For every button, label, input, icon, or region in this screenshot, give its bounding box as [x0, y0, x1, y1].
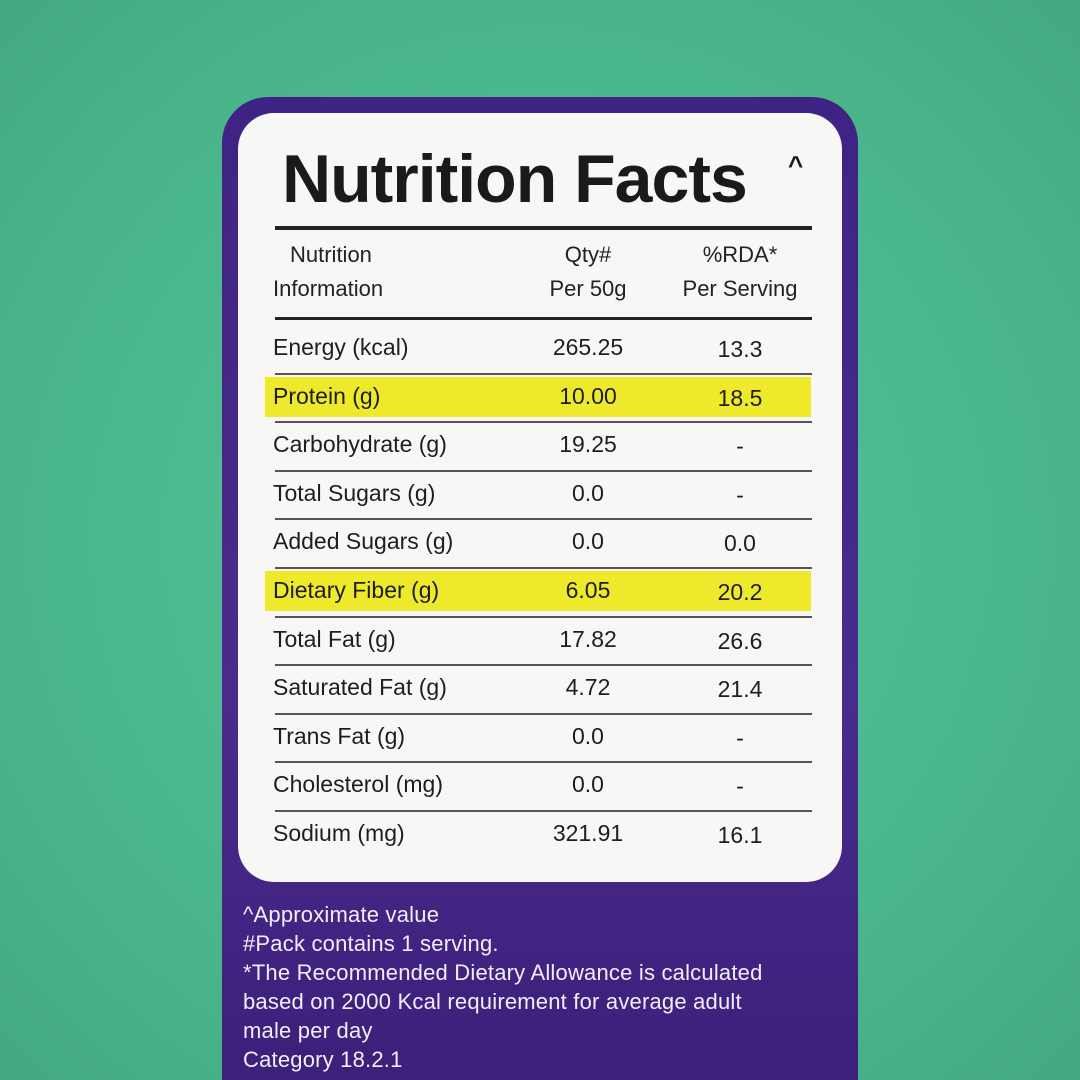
row-rule	[275, 372, 812, 375]
rda: 26.6	[717, 627, 763, 654]
title-mark: ^	[788, 150, 804, 180]
qty: 6.05	[565, 577, 611, 603]
highlight	[265, 376, 811, 417]
header-cell: Nutrition	[290, 242, 372, 267]
qty: 17.82	[559, 625, 617, 652]
row-rule	[275, 761, 812, 764]
rda: 16.1	[717, 822, 763, 848]
header-rule	[275, 317, 812, 320]
nutrient: Protein (g)	[273, 382, 381, 409]
footnote: *The Recommended Dietary Allowance is ca…	[243, 960, 763, 985]
rda: 21.4	[717, 676, 763, 703]
nutrient: Carbohydrate (g)	[273, 431, 447, 458]
nutrient: Energy (kcal)	[273, 334, 409, 360]
rda: -	[736, 773, 744, 800]
footnote: #Pack contains 1 serving.	[243, 931, 499, 956]
footnote: male per day	[243, 1018, 373, 1043]
nutrient: Trans Fat (g)	[273, 722, 406, 749]
row-rule	[275, 469, 812, 472]
highlight	[265, 571, 811, 611]
header-cell: Qty#	[564, 242, 612, 267]
rda: 0.0	[724, 530, 756, 557]
nutrient: Sodium (mg)	[273, 820, 405, 846]
row-rule	[275, 518, 812, 521]
nutrient: Dietary Fiber (g)	[273, 577, 440, 603]
footnote: based on 2000 Kcal requirement for avera…	[243, 989, 742, 1014]
row-rule	[275, 421, 812, 424]
rda: 18.5	[717, 384, 763, 411]
rda: -	[736, 724, 744, 751]
header-cell: %RDA*	[702, 242, 778, 267]
header-cell: Per 50g	[549, 276, 627, 301]
row-rule	[275, 567, 812, 569]
nutrient: Cholesterol (mg)	[273, 771, 443, 798]
qty: 0.0	[572, 771, 604, 798]
qty: 0.0	[572, 722, 604, 749]
row-rule	[275, 664, 812, 667]
nutrient: Total Fat (g)	[273, 625, 396, 652]
row-rule	[275, 615, 812, 618]
rda: -	[736, 481, 744, 508]
qty: 0.0	[572, 528, 604, 555]
title-rule	[275, 226, 812, 230]
rda: 20.2	[717, 579, 763, 605]
qty: 321.91	[552, 820, 624, 846]
label-card	[238, 113, 842, 882]
qty: 4.72	[565, 674, 611, 701]
row-rule	[275, 810, 812, 812]
qty: 10.00	[559, 382, 617, 409]
nutrient: Added Sugars (g)	[273, 528, 454, 555]
nutrient: Total Sugars (g)	[273, 479, 436, 506]
qty: 265.25	[552, 334, 624, 360]
header-cell: Per Serving	[682, 276, 798, 301]
rda: -	[736, 433, 744, 460]
header-cell: Information	[273, 276, 384, 301]
nutrient: Saturated Fat (g)	[273, 674, 447, 701]
title: Nutrition Facts	[282, 141, 748, 217]
qty: 0.0	[572, 479, 604, 506]
qty: 19.25	[559, 431, 617, 458]
rda: 13.3	[717, 336, 763, 362]
footnote: ^Approximate value	[243, 902, 440, 927]
row-rule	[275, 712, 812, 715]
footnote: Category 18.2.1	[243, 1047, 403, 1072]
